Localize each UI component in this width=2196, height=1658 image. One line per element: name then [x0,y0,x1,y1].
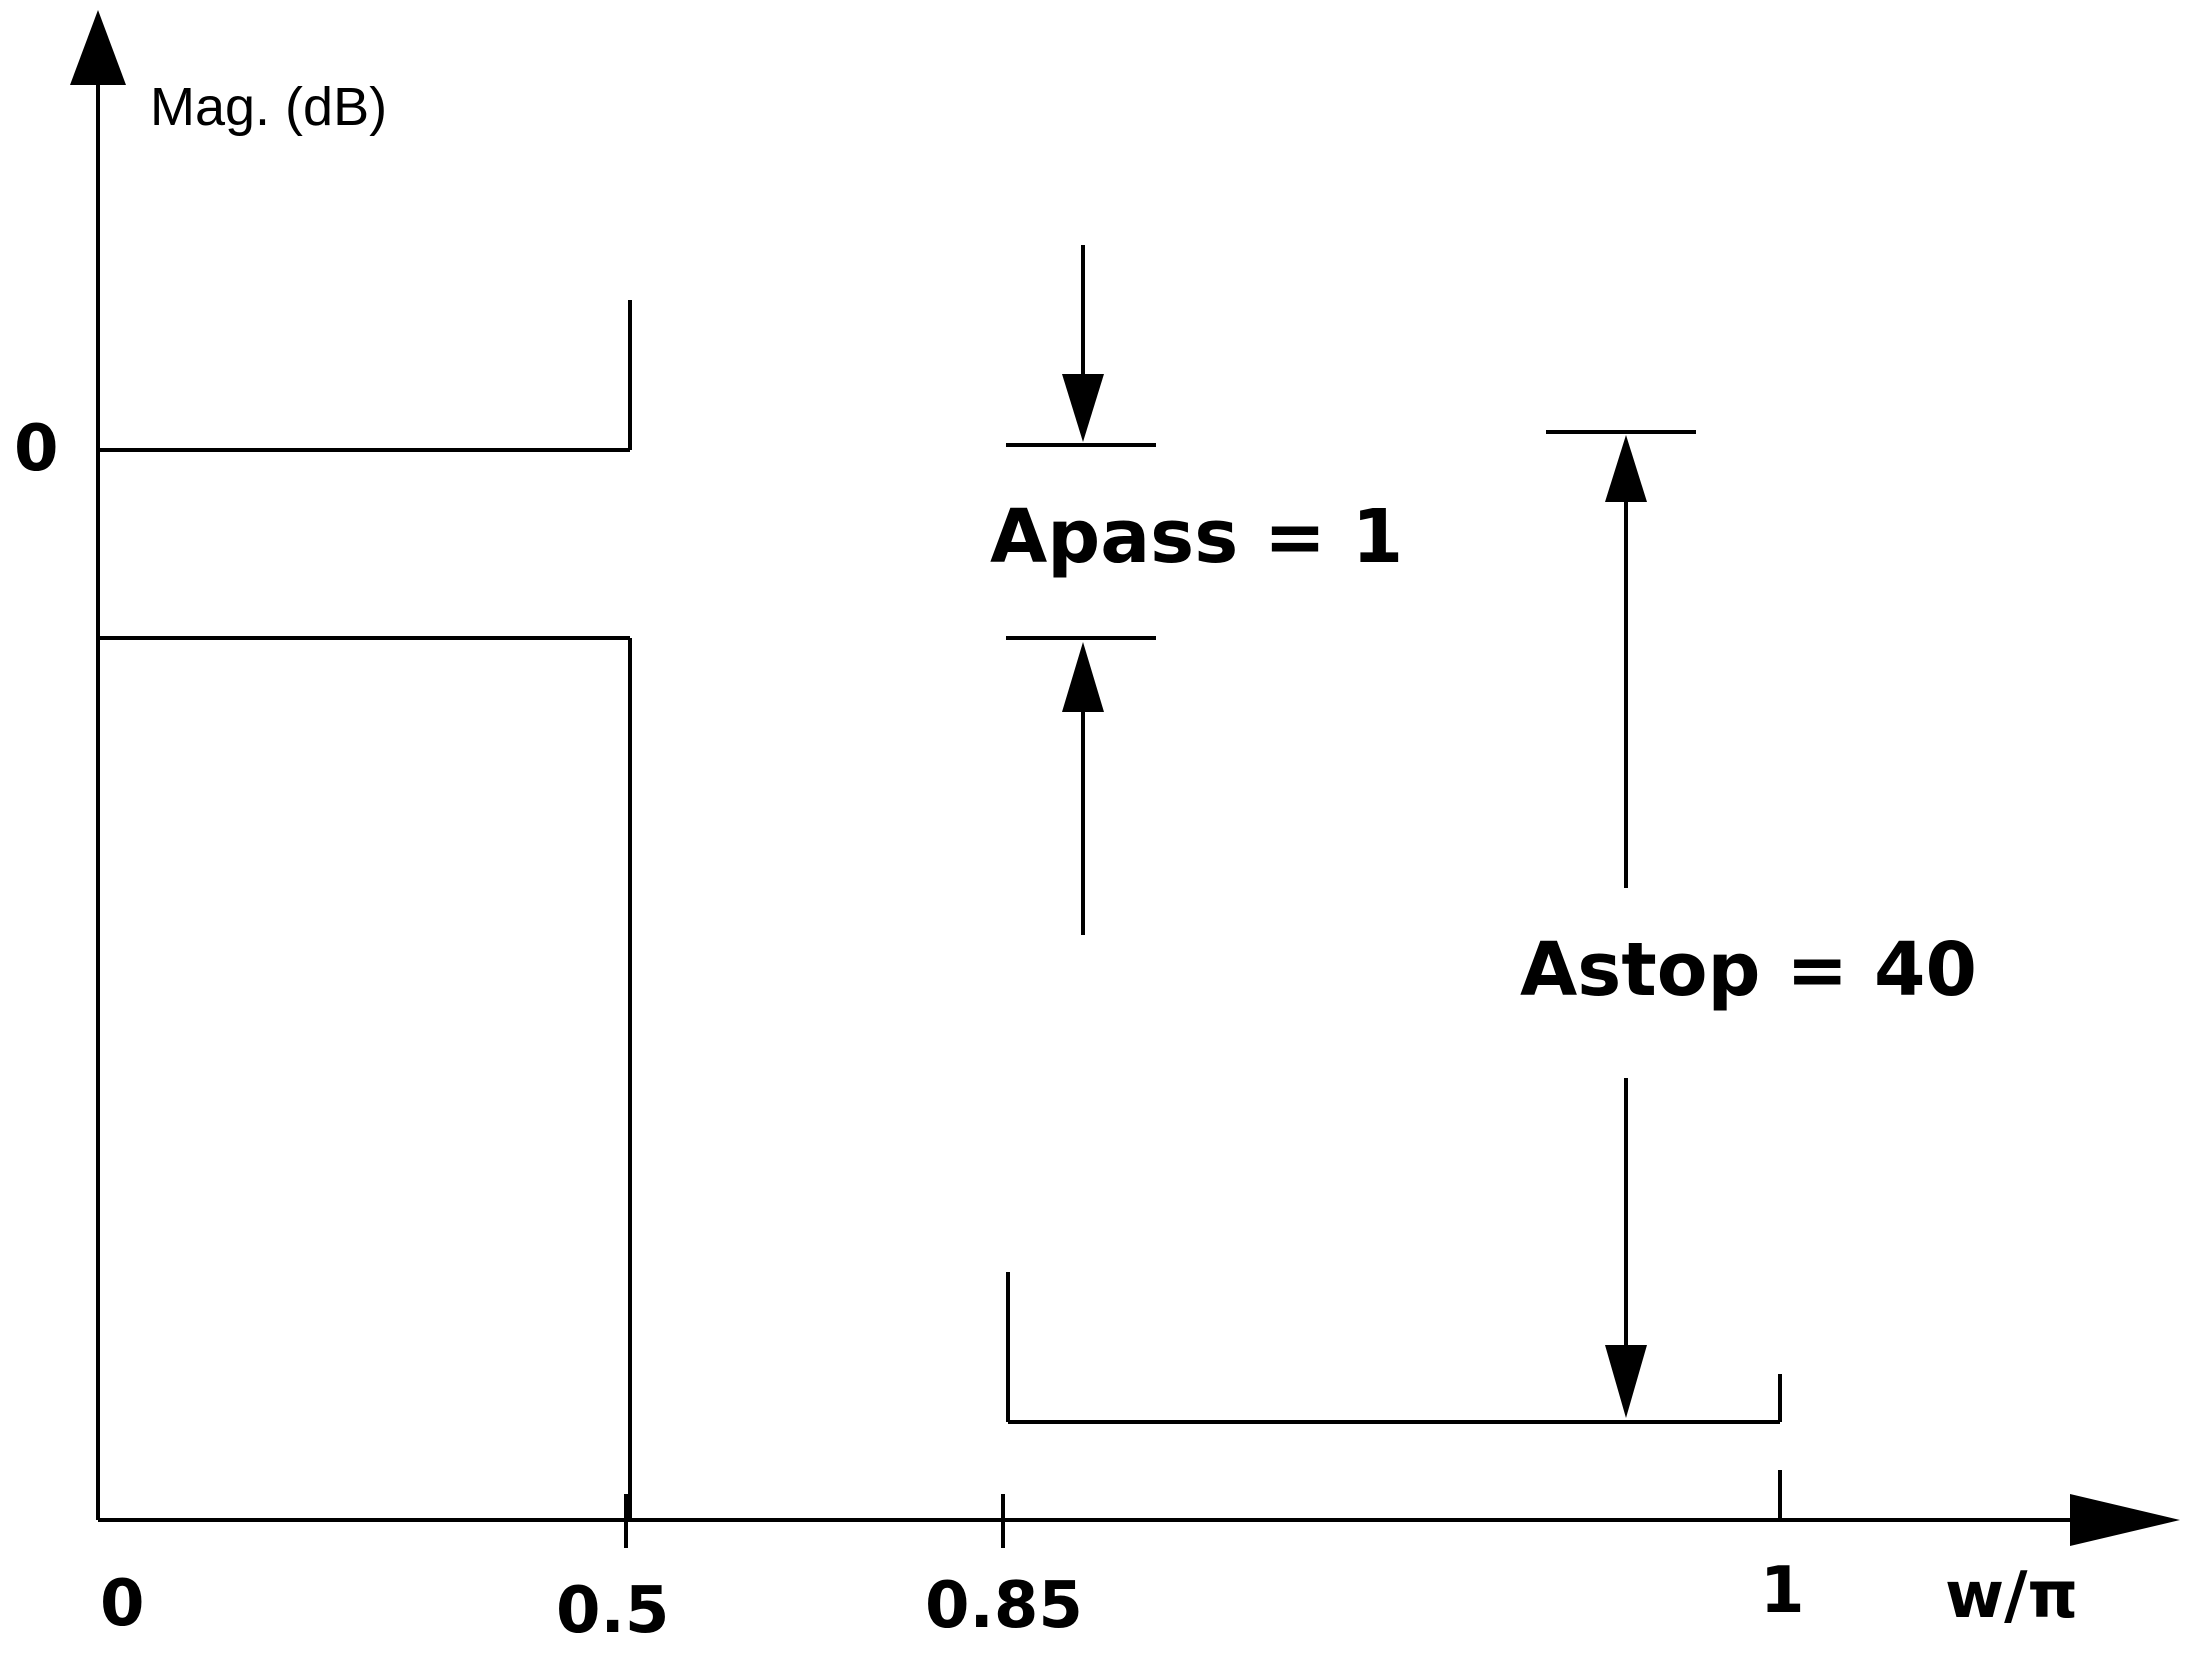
x-tick-label-0-85: 0.85 [925,1569,1083,1643]
apass-label: Apass = 1 [990,494,1403,580]
astop-label: Astop = 40 [1520,927,1977,1013]
x-tick-label-0: 0 [100,1567,145,1641]
x-axis-arrowhead [2070,1494,2180,1546]
stopband-spec [1006,1272,1782,1424]
y-axis-label: Mag. (dB) [150,77,387,137]
astop-dimension [1546,430,1696,1418]
passband-spec [98,300,632,1520]
y-axis-arrowhead [70,10,126,85]
x-axis [98,1494,2180,1546]
apass-arrow-down-head [1062,374,1104,442]
y-axis [70,10,126,1520]
y-tick-label-zero: 0 [14,412,59,486]
x-axis-label: w/π [1945,1559,2078,1633]
apass-arrow-up-head [1062,642,1104,712]
x-tick-label-0-5: 0.5 [556,1574,669,1648]
apass-dimension [1006,245,1156,935]
astop-arrow-up-head [1605,435,1647,502]
astop-arrow-down-head [1605,1345,1647,1418]
x-tick-label-1: 1 [1760,1554,1805,1628]
